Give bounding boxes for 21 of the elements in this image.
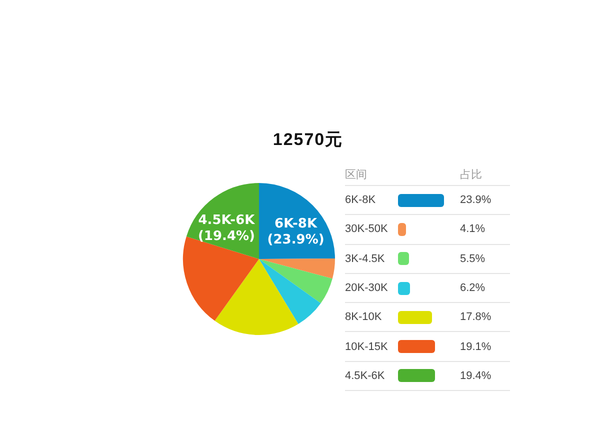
- legend-label: 10K-15K: [345, 340, 389, 353]
- legend-label: 8K-10K: [345, 311, 383, 324]
- text: (23.9%): [267, 232, 324, 248]
- slice-label: 4.5K-6K: [198, 212, 256, 228]
- legend-label: 30K-50K: [345, 223, 389, 236]
- legend-label: 20K-30K: [345, 282, 389, 294]
- data-label: 6.2%: [460, 282, 486, 294]
- data-label: 19.4%: [460, 370, 492, 382]
- text: 占比: [460, 168, 483, 182]
- legend-label: 3K-4.5K: [345, 252, 386, 265]
- slice-label: 6K-8K: [274, 216, 318, 232]
- data-label: 17.8%: [460, 311, 492, 324]
- text: (19.4%): [198, 228, 255, 244]
- legend-label: 4.5K-6K: [345, 370, 386, 382]
- chart-title: 12570元: [272, 129, 344, 151]
- legend-title: 区间: [345, 168, 368, 182]
- data-label: 19.1%: [460, 340, 492, 353]
- data-label: 4.1%: [460, 223, 486, 236]
- data-label: 23.9%: [460, 194, 492, 206]
- legend-label: 6K-8K: [345, 194, 377, 206]
- data-label: 5.5%: [460, 252, 486, 265]
